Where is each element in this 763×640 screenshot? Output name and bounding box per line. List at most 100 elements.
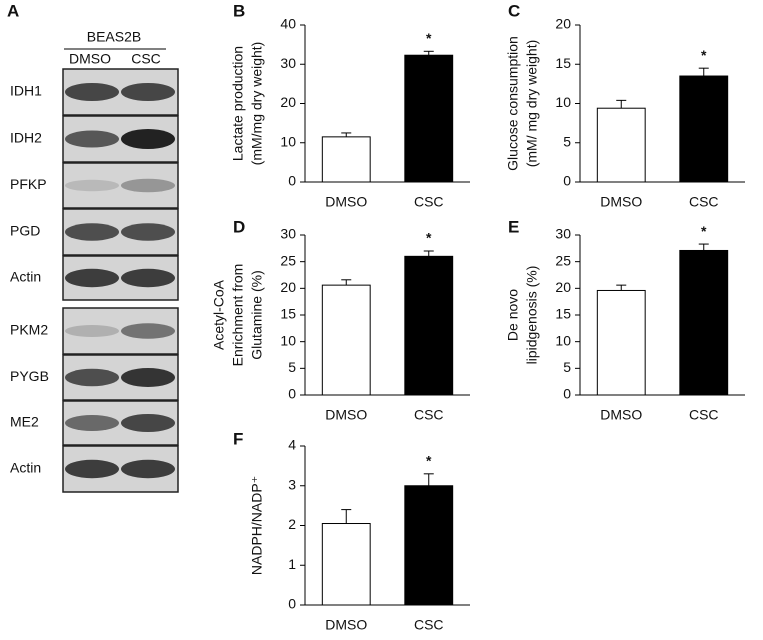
y-axis-label: Glucose consumption <box>505 36 521 171</box>
band <box>65 268 119 288</box>
y-tick-label: 5 <box>563 133 571 149</box>
y-tick-label: 25 <box>280 252 296 268</box>
significance: * <box>426 30 432 46</box>
band <box>121 178 175 193</box>
x-tick-label: DMSO <box>600 407 642 423</box>
y-tick-label: 0 <box>288 596 296 612</box>
y-tick-label: 10 <box>280 332 296 348</box>
y-tick-label: 5 <box>563 359 571 375</box>
band <box>121 268 175 288</box>
y-axis-label: Glutamine (%) <box>249 270 265 359</box>
y-tick-label: 30 <box>280 226 296 242</box>
y-axis-label: Enrichment from <box>230 264 246 367</box>
band <box>121 83 175 101</box>
x-tick-label: DMSO <box>325 194 367 210</box>
y-axis-label: lipidgenosis (%) <box>524 266 540 365</box>
protein-label: IDH2 <box>10 130 42 146</box>
y-tick-label: 10 <box>280 133 296 149</box>
panel-letter: B <box>233 1 245 20</box>
bar <box>321 523 371 606</box>
protein-label: Actin <box>10 269 41 285</box>
bar <box>679 249 729 396</box>
significance: * <box>701 223 707 239</box>
y-tick-label: 15 <box>555 306 571 322</box>
panel-letter: C <box>508 1 520 20</box>
bar <box>679 75 729 183</box>
band <box>65 179 119 192</box>
protein-label: IDH1 <box>10 83 42 99</box>
band <box>65 83 119 101</box>
band <box>121 368 175 387</box>
y-tick-label: 10 <box>555 94 571 110</box>
x-tick-label: DMSO <box>600 194 642 210</box>
y-axis-label: (mM/ mg dry weight) <box>524 40 540 168</box>
y-tick-label: 20 <box>555 16 571 32</box>
y-tick-label: 40 <box>280 16 296 32</box>
band <box>65 130 119 148</box>
panel-letter: E <box>508 217 519 236</box>
error-bar <box>341 132 352 137</box>
protein-label: PGD <box>10 223 40 239</box>
y-tick-label: 1 <box>288 556 296 572</box>
y-tick-label: 4 <box>288 437 296 453</box>
band <box>65 368 119 387</box>
y-axis-label: De novo <box>505 289 521 341</box>
bar <box>404 54 454 183</box>
error-bar <box>341 279 352 286</box>
y-axis-label: Lactate production <box>230 46 246 161</box>
significance: * <box>701 47 707 63</box>
y-tick-label: 2 <box>288 516 296 532</box>
band <box>121 129 175 149</box>
significance: * <box>426 230 432 246</box>
y-tick-label: 0 <box>288 173 296 189</box>
bar <box>321 136 371 183</box>
band <box>121 223 175 241</box>
y-tick-label: 15 <box>280 306 296 322</box>
x-tick-label: CSC <box>414 194 444 210</box>
y-tick-label: 30 <box>280 55 296 71</box>
panel-letter: A <box>7 1 19 20</box>
y-tick-label: 20 <box>555 279 571 295</box>
bar <box>596 107 646 183</box>
band <box>121 323 175 339</box>
x-tick-label: CSC <box>689 407 719 423</box>
y-axis-label: NADPH/NADP⁺ <box>249 476 265 575</box>
protein-label: PFKP <box>10 176 47 192</box>
protein-label: PKM2 <box>10 322 48 338</box>
x-tick-label: CSC <box>414 407 444 423</box>
y-tick-label: 0 <box>288 386 296 402</box>
error-bar <box>698 67 709 77</box>
bar <box>404 255 454 396</box>
x-tick-label: CSC <box>689 194 719 210</box>
bar <box>321 284 371 396</box>
panel-letter: F <box>233 429 243 448</box>
band <box>65 459 119 479</box>
blot-strip <box>62 162 179 209</box>
y-tick-label: 5 <box>288 359 296 375</box>
y-axis-label: Acetyl-CoA <box>211 279 227 350</box>
y-axis-label: (mM/mg dry weight) <box>249 42 265 166</box>
y-tick-label: 25 <box>555 252 571 268</box>
error-bar <box>423 473 434 486</box>
y-tick-label: 0 <box>563 386 571 402</box>
protein-label: PYGB <box>10 368 49 384</box>
error-bar <box>341 509 352 524</box>
y-tick-label: 20 <box>280 279 296 295</box>
lane-label: DMSO <box>69 51 111 67</box>
y-tick-label: 15 <box>555 55 571 71</box>
y-tick-label: 30 <box>555 226 571 242</box>
protein-label: ME2 <box>10 414 39 430</box>
y-tick-label: 20 <box>280 94 296 110</box>
band <box>65 415 119 431</box>
band <box>65 223 119 241</box>
error-bar <box>616 99 627 109</box>
panel-letter: D <box>233 217 245 236</box>
lane-label: CSC <box>131 51 161 67</box>
band <box>65 325 119 337</box>
y-tick-label: 0 <box>563 173 571 189</box>
error-bar <box>423 50 434 56</box>
y-tick-label: 10 <box>555 332 571 348</box>
x-tick-label: DMSO <box>325 617 367 633</box>
